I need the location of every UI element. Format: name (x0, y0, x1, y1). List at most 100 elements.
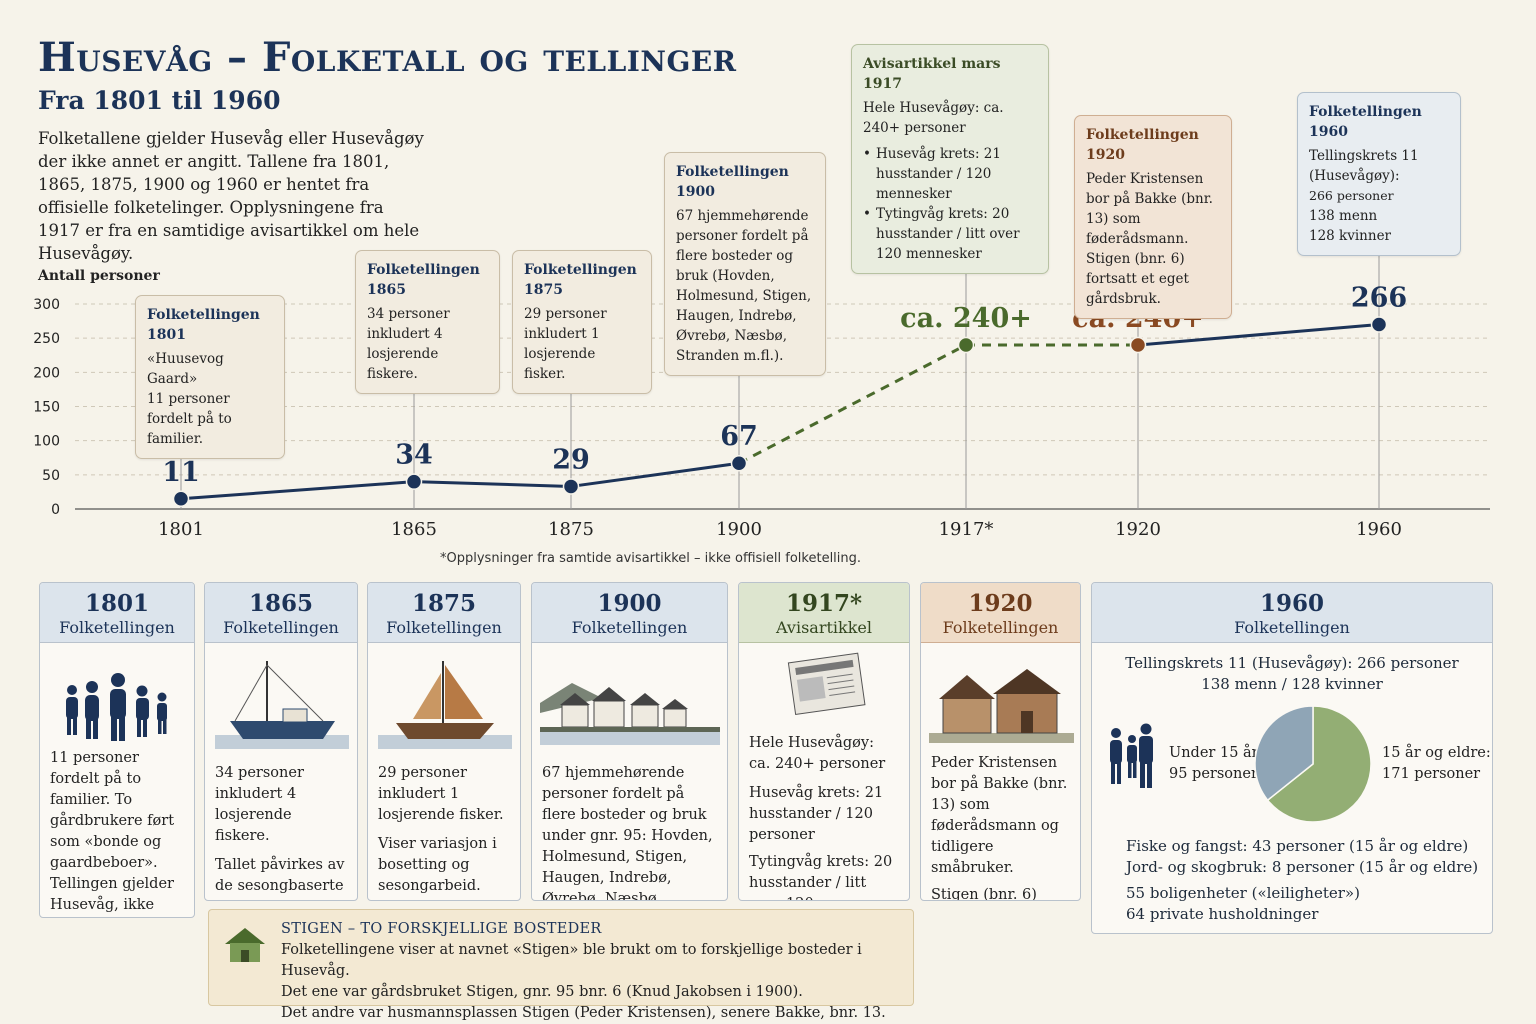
callout-1960: Folketellingen 1960 Tellingskrets 11 (Hu… (1297, 92, 1461, 256)
card-1960-facts: Fiske og fangst: 43 personer (15 år og e… (1126, 836, 1478, 925)
x-tick-label: 1917* (939, 519, 994, 540)
data-label: ca. 240+ (900, 303, 1032, 334)
x-tick-label: 1900 (716, 519, 762, 540)
card-text: Peder Kristensen bor på Bakke (bnr. 13) … (931, 755, 1068, 876)
series-points (172, 316, 1388, 507)
card-year: 1875 (411, 590, 476, 617)
callout-text: Hele Husevågøy: ca. 240+ personer (863, 100, 1004, 136)
card-1801: 1801 Folketellingen 11 personer fordelt p… (39, 582, 195, 918)
card-sub: Folketellingen (571, 618, 688, 637)
series-segment (1137, 323, 1380, 347)
callout-1875: Folketellingen 1875 29 personer inkluder… (512, 250, 652, 394)
data-label: 266 (1351, 283, 1407, 314)
card-year: 1920 (968, 590, 1033, 617)
card-text: Jord- og skogbruk: 8 personer (15 år og … (1126, 858, 1479, 876)
callout-1801: Folketellingen 1801 «Huusevog Gaard» 11 … (135, 295, 285, 459)
callout-text: Peder Kristensen bor på Bakke (bnr. 13) … (1086, 171, 1213, 307)
data-label: 34 (395, 440, 433, 471)
data-point (1370, 316, 1388, 333)
over15-label: 15 år og eldre: 171 personer (1382, 743, 1491, 785)
card-1960: 1960 Folketellingen Tellingskrets 11 (Hus… (1091, 582, 1493, 934)
x-tick-label: 1960 (1356, 519, 1402, 540)
card-body: Hele Husevågøy: ca. 240+ personer Husevå… (739, 733, 909, 900)
data-point (172, 490, 190, 507)
data-label: 11 (162, 457, 200, 488)
callout-title: Folketellingen 1960 (1309, 104, 1422, 140)
under15-label: Under 15 år: 95 personer (1169, 743, 1263, 785)
newspaper-icon (787, 652, 866, 715)
card-text: Tellingskrets 11 (Husevågøy): 266 person… (1125, 654, 1459, 672)
y-tick-label: 250 (33, 331, 60, 347)
callout-text: 34 personer inkludert 4 losjerende fiske… (367, 306, 450, 382)
callout-title: Avisartikkel mars 1917 (863, 56, 1001, 92)
callout-text: Tellingskrets 11 (Husevågøy): (1309, 148, 1419, 184)
pie-value: 95 personer (1169, 766, 1258, 782)
x-tick-label: 1875 (548, 519, 594, 540)
card-text: 138 menn / 128 kvinner (1201, 675, 1383, 693)
card-year: 1900 (597, 590, 662, 617)
data-label: 67 (720, 421, 758, 452)
callout-line: 128 kvinner (1309, 228, 1392, 244)
y-tick-label: 150 (33, 400, 60, 416)
callout-1917: Avisartikkel mars 1917 Hele Husevågøy: c… (851, 44, 1049, 274)
series-lines (180, 323, 1380, 501)
age-pie-chart (1254, 705, 1372, 823)
series-segment (413, 480, 572, 488)
stigen-note: STIGEN – TO FORSKJELLIGE BOSTEDER Folket… (208, 909, 914, 1021)
card-1875: 1875 Folketellingen 29 personer inkludert… (367, 582, 521, 901)
card-1865: 1865 Folketellingen 34 personer inkludert… (204, 582, 358, 901)
card-1960-summary: Tellingskrets 11 (Husevågøy): 266 person… (1092, 653, 1492, 695)
village-icon (540, 683, 720, 745)
stigen-heading: STIGEN – TO FORSKJELLIGE BOSTEDER (281, 921, 602, 937)
card-year: 1960 (1259, 590, 1324, 617)
card-text: Husevåg krets: 21 husstander / 120 perso… (749, 785, 884, 843)
card-text: 11 personer fordelt på to familier. To g… (50, 750, 175, 913)
card-text: 67 hjemmehørende personer fordelt på fle… (542, 765, 713, 901)
callout-text: 67 hjemmehørende personer fordelt på fle… (676, 208, 812, 364)
card-year: 1917* (785, 590, 863, 617)
footnote: *Opplysninger fra samtide avisartikkel –… (440, 551, 862, 566)
callout-item: Husevåg krets: 21 husstander / 120 menne… (863, 144, 1037, 204)
card-year: 1865 (248, 590, 313, 617)
card-sub: Folketellingen (942, 618, 1059, 637)
stigen-line: Det ene var gårdsbruket Stigen, gnr. 95 … (281, 984, 803, 1000)
stigen-line: Det andre var husmannsplassen Stigen (Pe… (281, 1005, 886, 1021)
fishing-boat-icon (215, 661, 349, 749)
callout-1865: Folketellingen 1865 34 personer inkluder… (355, 250, 500, 394)
card-sub: Folketellingen (1234, 618, 1350, 637)
card-body: 34 personer inkludert 4 losjerende fiske… (205, 763, 357, 900)
x-tick-label: 1801 (158, 519, 204, 540)
x-tick-labels: 1801 1865 1875 1900 1917* 1920 1960 (158, 519, 1402, 540)
series-segment (570, 461, 740, 488)
card-1900: 1900 Folketellingen 67 hjemmehørende pers… (531, 582, 728, 901)
callout-1900: Folketellingen 1900 67 hjemmehørende per… (664, 152, 826, 376)
x-tick-label: 1920 (1115, 519, 1161, 540)
card-body: Peder Kristensen bor på Bakke (bnr. 13) … (921, 753, 1080, 901)
pie-value: 171 personer (1382, 766, 1481, 782)
card-text: Fiske og fangst: 43 personer (15 år og e… (1126, 837, 1469, 855)
stigen-line: Folketellingene viser at navnet «Stigen»… (281, 942, 862, 979)
card-sub: Avisartikkel (776, 618, 872, 637)
pie-label: 15 år og eldre: (1382, 745, 1491, 761)
y-tick-label: 100 (33, 434, 60, 450)
callout-text: 29 personer inkludert 1 losjerende fiske… (524, 306, 607, 382)
card-sub: Folketellingen (223, 618, 339, 637)
farmhouse-icon (929, 669, 1074, 743)
callout-title: Folketellingen 1875 (524, 262, 637, 298)
card-text: Tytingvåg krets: 20 husstander / litt ov… (749, 854, 893, 900)
callout-title: Folketellingen 1920 (1086, 127, 1199, 163)
callout-title: Folketellingen 1900 (676, 164, 789, 200)
callout-line: 266 personer (1309, 188, 1394, 203)
card-text: Viser variasjon i bosetting og sesongarb… (378, 836, 497, 894)
callout-line: «Huusevog Gaard» (147, 351, 224, 387)
card-sub: Folketellingen (386, 618, 502, 637)
card-text: 29 personer inkludert 1 losjerende fiske… (378, 765, 504, 823)
pie-label: Under 15 år: (1169, 745, 1264, 761)
data-point (957, 336, 975, 354)
card-text: Stigen (bnr. 6) fortsatt et eget gårdsbr… (931, 887, 1037, 901)
y-tick-label: 50 (42, 468, 60, 484)
card-sub: Folketellingen (59, 618, 175, 637)
data-point (405, 473, 423, 490)
card-text: 55 boligenheter («leiligheter») (1126, 884, 1360, 902)
x-tick-label: 1865 (391, 519, 437, 540)
